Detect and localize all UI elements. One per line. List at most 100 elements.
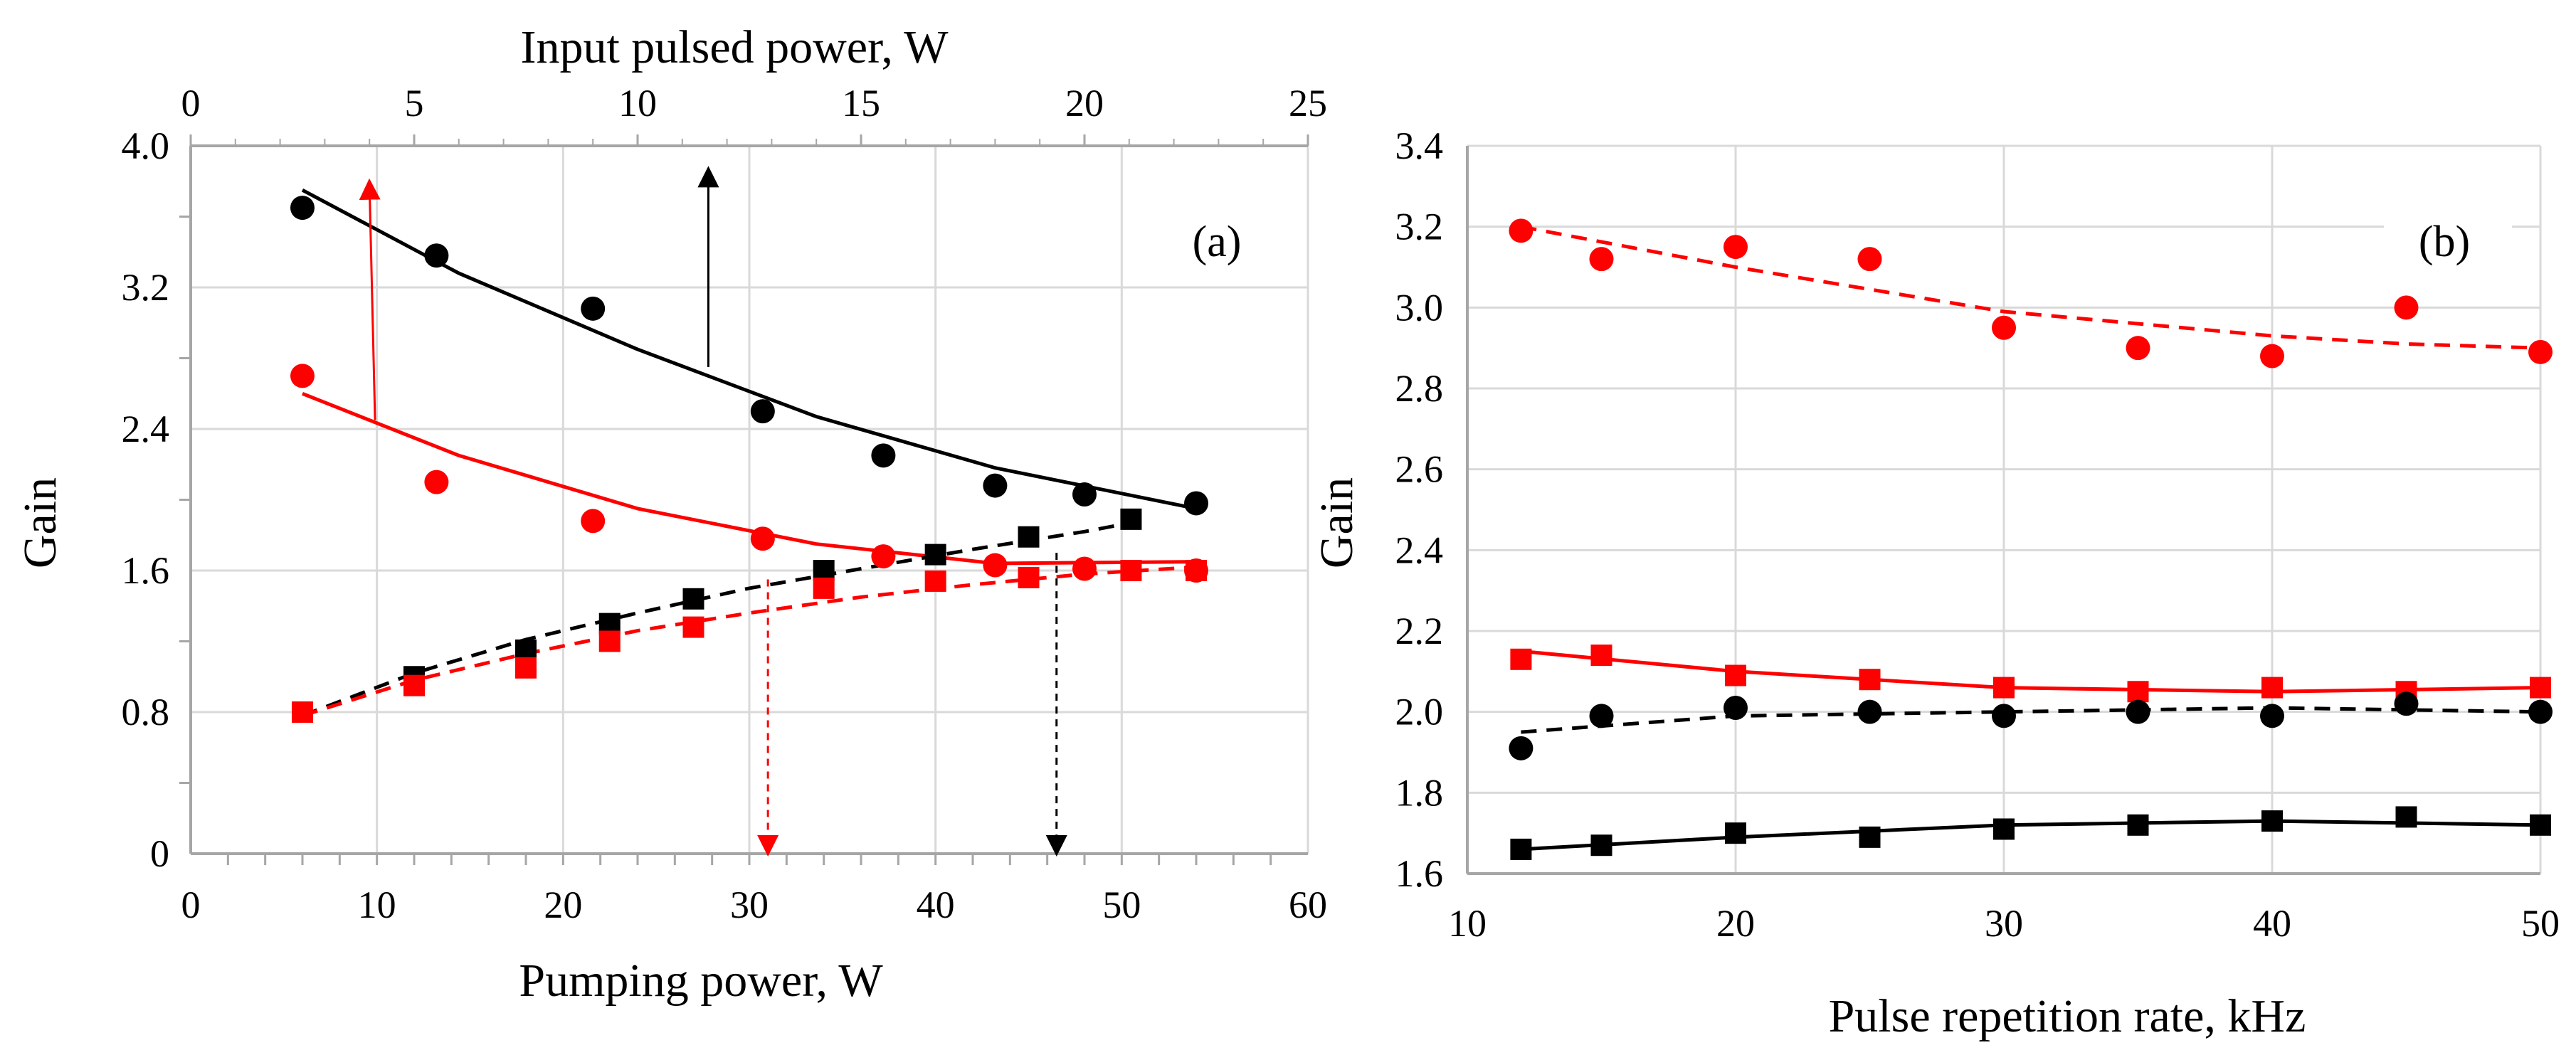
panel-b-label-box bbox=[2384, 189, 2512, 281]
square-point-series-3 bbox=[682, 588, 704, 610]
square-point-series-4 bbox=[598, 630, 621, 652]
circle-point-series-2 bbox=[983, 553, 1008, 578]
square-point-series-4 bbox=[1120, 560, 1142, 581]
square-point-series-3 bbox=[1120, 508, 1142, 530]
top-x-tick-label: 20 bbox=[1065, 82, 1104, 124]
x-tick-label: 40 bbox=[917, 884, 955, 926]
x-tick-label: 50 bbox=[1102, 884, 1141, 926]
panel-b-y-tick-labels: 1.6 1.8 2.0 2.2 2.4 2.6 2.8 3.0 3.2 3.4 bbox=[1395, 124, 1444, 895]
circle-point-series-1 bbox=[1992, 315, 2016, 340]
y-tick-label: 0 bbox=[150, 832, 169, 875]
square-point-series-4 bbox=[403, 674, 425, 696]
panel-a-y-tick-labels: 0 0.8 1.6 2.4 3.2 4.0 bbox=[122, 124, 170, 875]
circle-point-series-1 bbox=[2260, 344, 2284, 368]
chart-panel-b: 10 20 30 40 50 1.6 1.8 2.0 2.2 2.4 2.6 2.8 3.0 3.2 3.… bbox=[1311, 124, 2560, 1042]
fit-line-series-2 bbox=[1521, 649, 2541, 694]
circle-point-series-1 bbox=[1589, 247, 1614, 272]
top-x-tick-label: 10 bbox=[618, 82, 657, 124]
square-point-series-4 bbox=[1590, 834, 1612, 857]
square-point-series-3 bbox=[924, 543, 946, 566]
circle-point-series-1 bbox=[424, 243, 449, 268]
square-point-series-2 bbox=[1510, 648, 1532, 670]
x-tick-label: 10 bbox=[358, 884, 396, 926]
square-point-series-2 bbox=[1725, 664, 1746, 686]
top-x-tick-label: 5 bbox=[405, 82, 424, 124]
square-point-series-4 bbox=[2127, 814, 2149, 836]
y-tick-label: 1.6 bbox=[1395, 852, 1444, 895]
x-tick-label: 30 bbox=[730, 884, 769, 926]
circle-point-series-3 bbox=[1724, 695, 1748, 720]
circle-point-series-1 bbox=[2528, 339, 2553, 364]
panel-a-arrows bbox=[359, 166, 1067, 857]
x-tick-label: 40 bbox=[2253, 902, 2291, 945]
y-tick-label: 2.2 bbox=[1395, 610, 1444, 652]
square-point-series-4 bbox=[292, 701, 313, 723]
circle-point-series-1 bbox=[983, 473, 1008, 498]
square-point-series-4 bbox=[924, 570, 946, 592]
panel-b-y-axis-title: Gain bbox=[1311, 477, 1363, 568]
square-point-series-4 bbox=[2395, 806, 2417, 828]
chart-panel-a: 0 10 20 30 40 50 60 0 5 10 15 20 25 0 0.8 1.6 2.4 3.2 4.… bbox=[14, 21, 1327, 1007]
square-point-series-4 bbox=[813, 577, 835, 599]
panel-b-fit-lines bbox=[1520, 225, 2541, 852]
circle-point-series-2 bbox=[750, 526, 775, 551]
x-tick-label: 20 bbox=[544, 884, 582, 926]
y-tick-label: 1.8 bbox=[1395, 771, 1444, 814]
circle-point-series-3 bbox=[2126, 699, 2150, 724]
circle-point-series-1 bbox=[290, 196, 315, 221]
circle-point-series-1 bbox=[2126, 336, 2150, 361]
circle-point-series-1 bbox=[1509, 218, 1534, 243]
fit-line-series-3 bbox=[302, 519, 1141, 718]
panel-b-x-axis-title: Pulse repetition rate, kHz bbox=[1829, 990, 2306, 1042]
fit-line-series-1 bbox=[1520, 225, 2541, 350]
square-point-series-4 bbox=[682, 616, 704, 638]
y-tick-label: 4.0 bbox=[122, 124, 170, 167]
square-point-series-2 bbox=[1859, 669, 1881, 691]
panel-a-label-box bbox=[1139, 189, 1281, 281]
y-tick-label: 3.2 bbox=[1395, 206, 1444, 248]
y-tick-label: 2.4 bbox=[122, 408, 170, 450]
top-x-tick-label: 0 bbox=[181, 82, 201, 124]
square-point-series-4 bbox=[1510, 838, 1532, 860]
circle-point-series-1 bbox=[1072, 482, 1097, 507]
square-point-series-4 bbox=[1186, 560, 1207, 581]
square-point-series-4 bbox=[1993, 818, 2015, 840]
fit-line-series-3 bbox=[1521, 706, 2541, 734]
circle-point-series-2 bbox=[1072, 556, 1097, 581]
circle-point-series-1 bbox=[1857, 247, 1882, 272]
square-point-series-4 bbox=[1018, 566, 1040, 588]
y-tick-label: 0.8 bbox=[122, 691, 170, 733]
circle-point-series-2 bbox=[290, 364, 315, 388]
square-point-series-4 bbox=[1725, 822, 1746, 844]
y-tick-label: 2.8 bbox=[1395, 367, 1444, 410]
x-tick-label: 0 bbox=[181, 884, 201, 926]
panel-b-axes bbox=[1466, 146, 2540, 875]
y-tick-label: 3.0 bbox=[1395, 286, 1444, 329]
circle-point-series-3 bbox=[2394, 691, 2419, 716]
fit-line-series-4 bbox=[1521, 819, 2541, 852]
panel-a-top-x-tick-labels: 0 5 10 15 20 25 bbox=[181, 82, 1328, 124]
circle-point-series-2 bbox=[424, 470, 449, 494]
circle-point-series-3 bbox=[1589, 704, 1614, 728]
annotation-arrow-1 bbox=[359, 178, 381, 420]
fit-line-series-4 bbox=[302, 565, 1197, 718]
top-x-tick-label: 25 bbox=[1289, 82, 1327, 124]
y-tick-label: 2.0 bbox=[1395, 691, 1444, 733]
square-point-series-2 bbox=[1993, 677, 2015, 699]
y-tick-label: 3.4 bbox=[1395, 124, 1444, 167]
circle-point-series-1 bbox=[750, 399, 775, 424]
circle-point-series-1 bbox=[2394, 295, 2419, 320]
square-point-series-2 bbox=[2127, 681, 2149, 703]
y-tick-label: 2.6 bbox=[1395, 448, 1444, 491]
circle-point-series-3 bbox=[1857, 699, 1882, 724]
panel-b-label: (b) bbox=[2419, 218, 2470, 266]
square-point-series-3 bbox=[1018, 526, 1040, 548]
circle-point-series-1 bbox=[1184, 491, 1208, 516]
circle-point-series-3 bbox=[2528, 699, 2553, 724]
circle-point-series-3 bbox=[1992, 704, 2016, 728]
circle-point-series-2 bbox=[581, 509, 606, 534]
x-tick-label: 60 bbox=[1289, 884, 1327, 926]
circle-point-series-1 bbox=[581, 296, 606, 321]
square-point-series-2 bbox=[1590, 645, 1612, 667]
